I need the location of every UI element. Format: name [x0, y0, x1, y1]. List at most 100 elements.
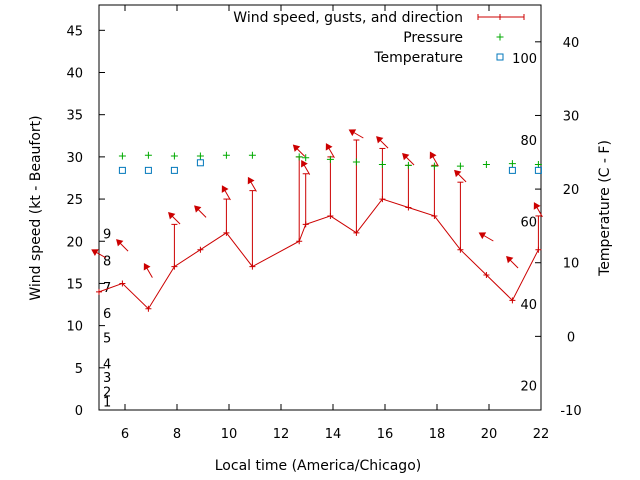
- wind-series: [91, 129, 543, 312]
- fahrenheit-label: 20: [520, 380, 537, 395]
- temperature-series: [118, 159, 542, 174]
- beaufort-label: 9: [103, 228, 111, 243]
- wind-point: [457, 246, 464, 253]
- beaufort-label: 1: [103, 396, 111, 411]
- wind-point: [379, 196, 386, 203]
- wind-point: [302, 221, 309, 228]
- pressure-point: [508, 160, 516, 168]
- pressure-point: [196, 152, 204, 160]
- pressure-point: [534, 160, 542, 168]
- pressure-point: [404, 161, 412, 169]
- beaufort-label: 7: [103, 281, 111, 296]
- beaufort-label: 8: [103, 255, 111, 270]
- wind-point: [96, 288, 102, 295]
- wind-direction-arrowhead: [454, 169, 462, 178]
- temperature-point: [534, 166, 542, 174]
- beaufort-label: 2: [103, 385, 111, 400]
- temperature-point: [118, 166, 126, 174]
- y-tick-label: 20: [66, 235, 83, 250]
- x-tick-label: 12: [273, 427, 290, 442]
- wind-point: [223, 229, 230, 236]
- wind-point: [145, 305, 152, 312]
- wind-point: [483, 272, 490, 278]
- legend-label: Temperature: [373, 50, 463, 66]
- y2-tick-label: 30: [563, 109, 580, 124]
- beaufort-label: 4: [103, 358, 111, 373]
- x-tick-label: 14: [325, 427, 342, 442]
- wind-direction-arrowhead: [429, 151, 437, 160]
- y-axis-left: 0 5 10 15 20 25 30 35 40 45: [66, 24, 105, 419]
- pressure-point: [378, 160, 386, 168]
- wind-direction-arrowhead: [168, 212, 176, 220]
- pressure-series: [118, 151, 542, 170]
- pressure-point: [144, 151, 152, 159]
- y2-tick-label: 10: [563, 257, 580, 272]
- y2-tick-label: -10: [560, 404, 581, 419]
- y-tick-label: 10: [66, 320, 83, 335]
- fahrenheit-label: 100: [512, 52, 537, 67]
- wind-direction-arrowhead: [143, 262, 151, 271]
- wind-direction-arrowhead: [402, 152, 410, 161]
- temperature-point: [196, 159, 204, 167]
- wind-point: [509, 297, 516, 304]
- y-tick-label: 45: [66, 24, 83, 39]
- y-axis-label: Wind speed (kt - Beaufort): [28, 115, 44, 300]
- y-tick-label: 25: [66, 193, 83, 208]
- wind-direction-arrowhead: [325, 143, 333, 151]
- wind-point: [535, 246, 542, 253]
- pressure-point: [170, 152, 178, 160]
- wind-direction-arrowhead: [292, 144, 301, 152]
- wind-point: [353, 229, 360, 236]
- legend-label: Pressure: [403, 30, 463, 46]
- wind-point: [249, 263, 256, 270]
- wind-point: [327, 212, 334, 219]
- wind-point: [296, 238, 303, 245]
- x-axis: 6 8 10 12 14 16 18 20 22: [121, 5, 549, 442]
- wind-point: [119, 280, 126, 287]
- pressure-point: [482, 160, 490, 168]
- pressure-point: [118, 152, 126, 160]
- wind-direction-arrowhead: [221, 185, 229, 193]
- y2-axis-label: Temperature (C - F): [597, 140, 613, 277]
- wind-direction-arrowhead: [533, 202, 541, 210]
- temperature-point: [508, 166, 516, 174]
- wind-direction-arrowhead: [478, 232, 487, 240]
- x-tick-label: 10: [221, 427, 238, 442]
- legend-label: Wind speed, gusts, and direction: [233, 10, 463, 26]
- fahrenheit-label: 40: [520, 298, 537, 313]
- fahrenheit-label: 80: [520, 134, 537, 149]
- x-axis-label: Local time (America/Chicago): [215, 458, 421, 474]
- wind-direction-arrowhead: [348, 129, 357, 137]
- x-tick-label: 20: [481, 427, 498, 442]
- x-tick-label: 16: [377, 427, 394, 442]
- beaufort-label: 3: [103, 371, 111, 386]
- pressure-point: [430, 162, 438, 170]
- pressure-point: [456, 162, 464, 170]
- y-axis-right: -10 0 10 20 30 40: [535, 36, 582, 419]
- beaufort-label: 5: [103, 331, 111, 346]
- fahrenheit-label: 60: [520, 215, 537, 230]
- wind-direction-arrowhead: [376, 136, 384, 144]
- legend: Wind speed, gusts, and direction Pressure…: [233, 10, 525, 66]
- y2-tick-label: 20: [563, 183, 580, 198]
- y-tick-label: 40: [66, 67, 83, 82]
- wind-point: [405, 204, 412, 211]
- temperature-point: [170, 166, 178, 174]
- wind-speed-line: [98, 198, 539, 310]
- y2-tick-label: 40: [563, 36, 580, 51]
- y-tick-label: 15: [66, 277, 83, 292]
- wind-direction-arrowhead: [247, 176, 255, 185]
- legend-pressure-marker: [496, 33, 504, 41]
- wind-direction-arrowhead: [91, 249, 99, 256]
- wind-point: [171, 263, 178, 270]
- pressure-point: [248, 151, 256, 159]
- x-tick-label: 18: [429, 427, 446, 442]
- pressure-point: [352, 158, 360, 166]
- beaufort-label: 6: [103, 307, 111, 322]
- x-tick-label: 22: [533, 427, 550, 442]
- plot-border: [98, 4, 542, 411]
- wind-direction-arrowhead: [506, 255, 514, 264]
- fahrenheit-scale: 20 40 60 80 100: [512, 52, 537, 395]
